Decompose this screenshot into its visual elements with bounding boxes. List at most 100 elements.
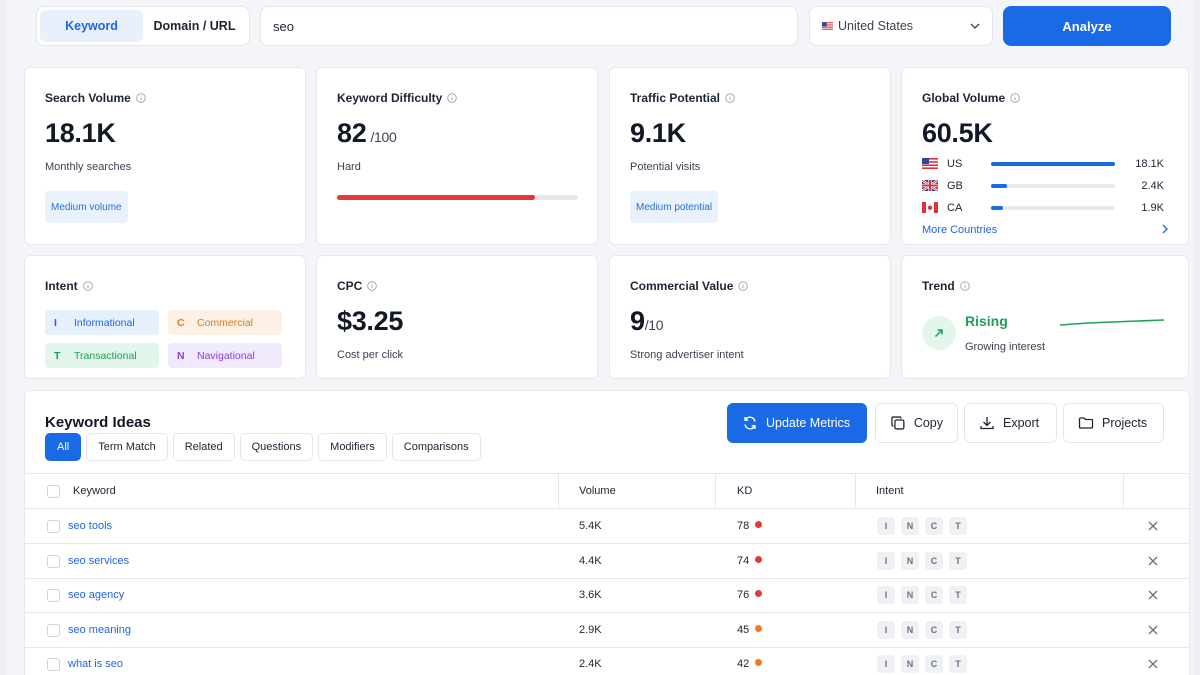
keyword-link[interactable]: seo tools xyxy=(68,520,113,532)
keyword-link[interactable]: seo agency xyxy=(68,589,125,601)
ca-flag-icon xyxy=(922,202,938,213)
intent-badge: T xyxy=(949,655,967,673)
analyze-button[interactable]: Analyze xyxy=(1003,6,1171,46)
projects-button[interactable]: Projects xyxy=(1063,403,1164,443)
row-checkbox[interactable] xyxy=(47,589,60,602)
remove-row-icon[interactable] xyxy=(1146,623,1160,637)
intent-badge: C xyxy=(925,620,943,639)
kd-dot-icon xyxy=(755,521,763,528)
gb-flag-icon xyxy=(922,180,938,191)
kd-cell: 78 xyxy=(737,520,763,532)
kd-number: 78 xyxy=(737,520,750,532)
volume-cell: 2.4K xyxy=(579,658,602,670)
info-icon[interactable] xyxy=(1010,93,1020,103)
chevron-right-icon[interactable] xyxy=(1162,224,1168,234)
country-row-gb: GB 2.4K xyxy=(922,179,1164,193)
intent-letter: I xyxy=(54,316,57,329)
intent-badge: C xyxy=(925,586,943,604)
row-checkbox[interactable] xyxy=(47,520,60,533)
row-checkbox[interactable] xyxy=(47,554,60,568)
intent-letter: T xyxy=(54,349,61,362)
copy-icon xyxy=(891,416,905,430)
remove-row-icon[interactable] xyxy=(1146,588,1160,602)
kd-number: 45 xyxy=(737,623,750,636)
volume-cell: 2.9K xyxy=(579,623,602,636)
info-icon[interactable] xyxy=(447,93,458,103)
remove-row-icon[interactable] xyxy=(1146,657,1160,671)
search-volume-sub: Monthly searches xyxy=(45,161,132,173)
country-code: GB xyxy=(947,180,963,192)
tab-modifiers[interactable]: Modifiers xyxy=(318,433,387,461)
folder-icon xyxy=(1078,417,1094,429)
us-flag-icon xyxy=(822,22,833,30)
kd-progress-bar xyxy=(337,195,578,200)
mode-domain-button[interactable]: Domain / URL xyxy=(153,19,236,33)
select-all-checkbox[interactable] xyxy=(47,485,60,498)
column-header-volume[interactable]: Volume xyxy=(579,485,616,497)
update-metrics-button[interactable]: Update Metrics xyxy=(727,403,867,443)
column-header-kd[interactable]: KD xyxy=(737,485,753,497)
tab-term-match[interactable]: Term Match xyxy=(86,433,168,461)
country-select[interactable]: United States xyxy=(809,6,993,46)
card-title: Trend xyxy=(922,279,955,293)
trend-card: Trend Rising Growing interest xyxy=(901,255,1189,379)
card-title: Global Volume xyxy=(922,91,1006,105)
keyword-search-input[interactable] xyxy=(260,6,798,46)
intent-badge: T xyxy=(949,620,967,639)
card-title: Search Volume xyxy=(45,91,131,105)
remove-row-icon[interactable] xyxy=(1146,554,1160,568)
intent-label: Navigational xyxy=(197,349,255,362)
kd-cell: 45 xyxy=(737,623,763,636)
keyword-link[interactable]: seo services xyxy=(68,554,130,567)
remove-row-icon[interactable] xyxy=(1146,519,1160,533)
tab-all[interactable]: All xyxy=(45,433,82,461)
country-share-fill xyxy=(991,162,1115,166)
kd-number: 42 xyxy=(737,658,750,670)
more-countries-link[interactable]: More Countries xyxy=(922,224,998,236)
copy-button[interactable]: Copy xyxy=(875,403,958,443)
commercial-sub: Strong advertiser intent xyxy=(630,349,744,361)
intent-badge: T xyxy=(949,551,967,570)
export-button[interactable]: Export xyxy=(964,403,1057,443)
info-icon[interactable] xyxy=(959,281,970,291)
intent-letter: C xyxy=(177,316,185,329)
keyword-link[interactable]: seo meaning xyxy=(68,623,131,636)
trend-label: Rising xyxy=(965,313,1008,329)
global-volume-value: 60.5K xyxy=(922,118,993,148)
info-icon[interactable] xyxy=(367,281,378,291)
export-label: Export xyxy=(1003,416,1040,430)
info-icon[interactable] xyxy=(82,281,93,291)
info-icon[interactable] xyxy=(136,93,146,103)
kd-number: 74 xyxy=(737,554,750,567)
trend-sub: Growing interest xyxy=(965,341,1046,353)
intent-badge: I xyxy=(877,586,895,604)
intent-badge: N xyxy=(901,620,919,639)
row-checkbox[interactable] xyxy=(47,623,60,637)
country-volume: 1.9K xyxy=(1141,202,1164,214)
intent-badge: T xyxy=(949,517,967,535)
commercial-suffix: /10 xyxy=(644,317,664,333)
table-row: seo agency 3.6K 76 I N C T xyxy=(25,578,1189,613)
trend-sparkline xyxy=(1059,319,1165,326)
intent-badge: I xyxy=(877,517,895,535)
column-header-intent[interactable]: Intent xyxy=(876,485,904,497)
mode-keyword-button[interactable]: Keyword xyxy=(40,10,143,42)
keyword-link[interactable]: what is seo xyxy=(68,658,124,670)
info-icon[interactable] xyxy=(738,281,749,291)
mode-toggle: Keyword Domain / URL xyxy=(36,6,250,46)
intent-badge: N xyxy=(901,551,919,570)
projects-label: Projects xyxy=(1102,416,1148,430)
tab-comparisons[interactable]: Comparisons xyxy=(391,433,481,461)
cpc-value: $3.25 xyxy=(337,306,404,336)
row-checkbox[interactable] xyxy=(47,658,60,671)
intent-badge: I xyxy=(877,620,895,639)
potential-badge: Medium potential xyxy=(630,191,719,223)
volume-cell: 3.6K xyxy=(579,589,602,601)
tab-questions[interactable]: Questions xyxy=(239,433,314,461)
tab-related[interactable]: Related xyxy=(172,433,235,461)
global-volume-card: Global Volume 60.5K US 18.1K GB xyxy=(901,67,1189,245)
country-label: United States xyxy=(838,19,914,33)
column-header-keyword[interactable]: Keyword xyxy=(73,485,116,497)
trend-up-icon xyxy=(922,316,956,350)
info-icon[interactable] xyxy=(725,93,735,103)
